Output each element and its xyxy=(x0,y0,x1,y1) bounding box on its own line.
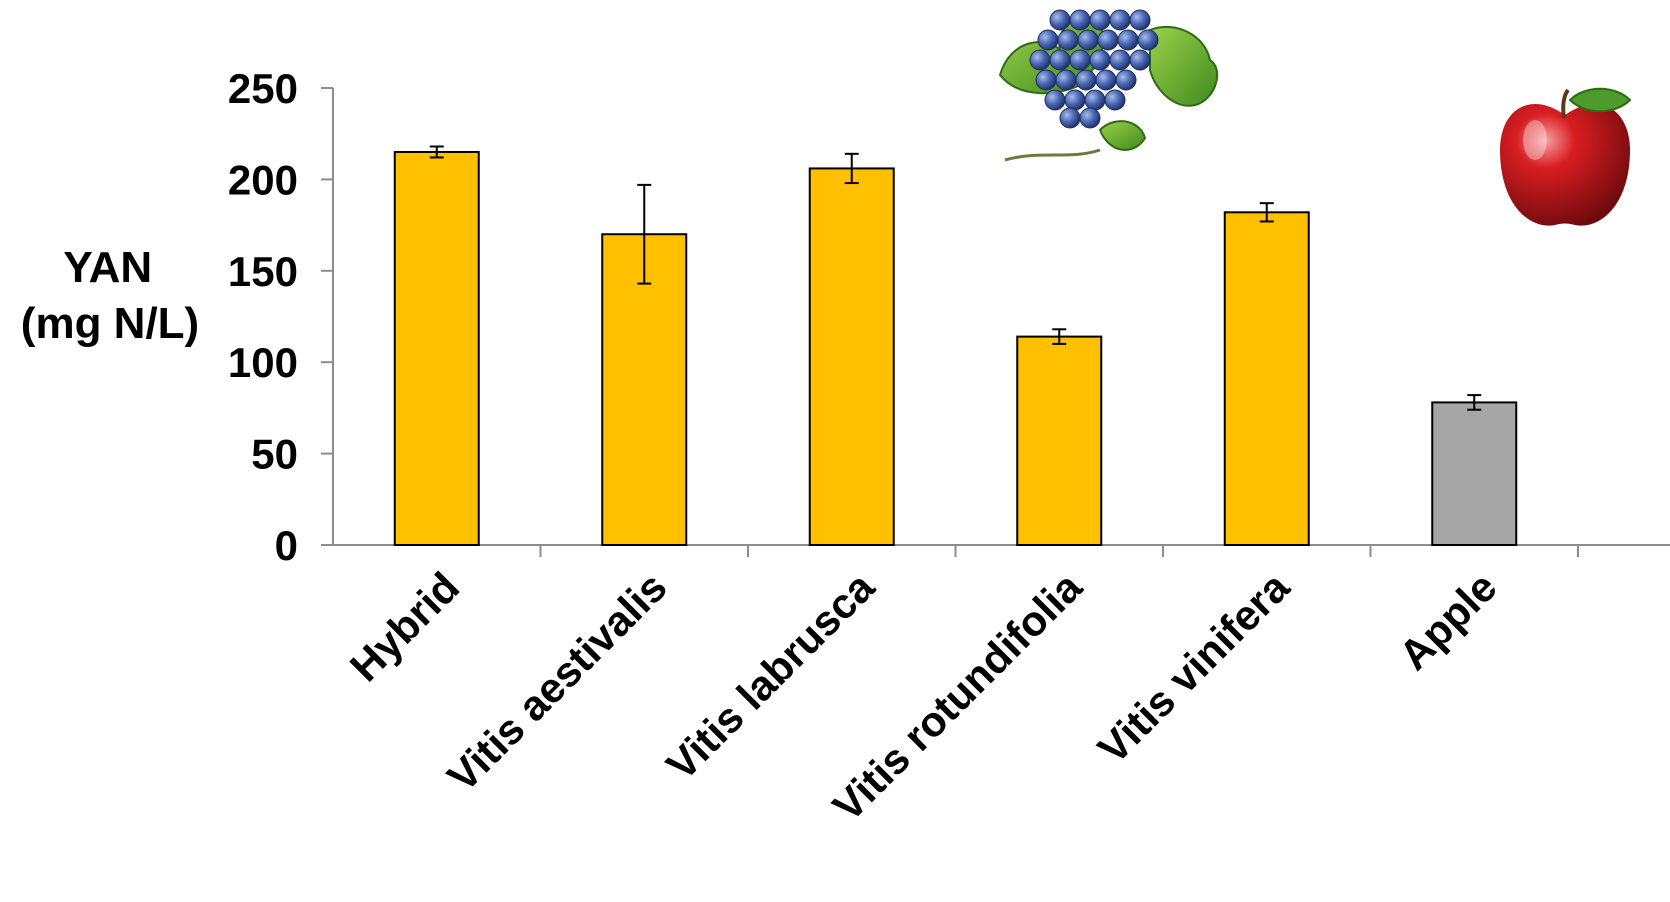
y-tick-label: 200 xyxy=(228,156,298,203)
error-bar xyxy=(844,152,859,185)
y-tick-label: 0 xyxy=(275,522,298,569)
bar-apple xyxy=(1431,401,1518,546)
error-bar xyxy=(1052,328,1067,345)
y-tick-label: 100 xyxy=(228,339,298,386)
x-tick-label: Hybrid xyxy=(341,563,468,690)
y-axis-label-line-2: (mg N/L) xyxy=(21,299,199,348)
y-tick-label: 250 xyxy=(228,65,298,112)
bar-vitis-labrusca xyxy=(808,167,895,546)
error-bar xyxy=(637,183,652,285)
bars xyxy=(393,150,1518,547)
error-bar xyxy=(1259,202,1274,223)
x-tick-label: Vitis labrusca xyxy=(657,563,883,789)
y-axis-label-line-1: YAN xyxy=(63,243,152,292)
y-ticks: 0 50 100 150 200 250 xyxy=(228,65,333,569)
bar-hybrid xyxy=(393,150,480,546)
x-tick-label: Vitis aestivalis xyxy=(438,563,675,800)
grape-cluster-image xyxy=(998,9,1219,162)
bar-vitis-vinifera xyxy=(1223,211,1310,547)
y-tick-label: 50 xyxy=(251,431,298,478)
y-tick-label: 150 xyxy=(228,248,298,295)
bar-vitis-aestivalis xyxy=(601,233,688,547)
apple-image xyxy=(1500,87,1632,226)
error-bars xyxy=(429,145,1482,411)
error-bar xyxy=(1467,394,1482,411)
error-bar xyxy=(429,145,444,159)
bar-vitis-rotundifolia xyxy=(1016,335,1103,546)
x-tick-label: Vitis vinifera xyxy=(1089,563,1299,773)
x-tick-label: Apple xyxy=(1390,563,1506,679)
y-axis-label: YAN (mg N/L) xyxy=(21,243,199,348)
